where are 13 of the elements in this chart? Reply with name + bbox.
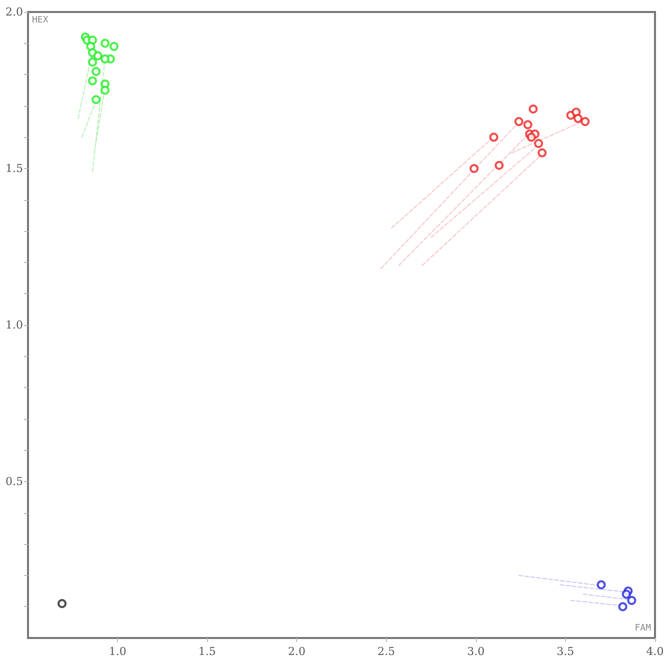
x-tick-label: 3.5 <box>556 645 574 658</box>
x-tick-label: 2.5 <box>378 645 396 658</box>
x-tick-label: 1.0 <box>108 645 126 658</box>
y-tick-label: 1.5 <box>6 162 23 175</box>
x-tick-label: 4.0 <box>646 645 664 658</box>
x-axis-title: FAM <box>634 624 652 634</box>
x-tick-label: 2.0 <box>288 645 306 658</box>
y-tick-label: 0.5 <box>6 475 23 488</box>
y-tick-label: 2.0 <box>6 6 23 18</box>
x-tick-label: 1.5 <box>198 645 216 658</box>
x-tick-label: 3.0 <box>467 645 485 658</box>
y-tick-label: 1.0 <box>6 318 23 332</box>
y-axis-title: HEX <box>32 16 49 26</box>
